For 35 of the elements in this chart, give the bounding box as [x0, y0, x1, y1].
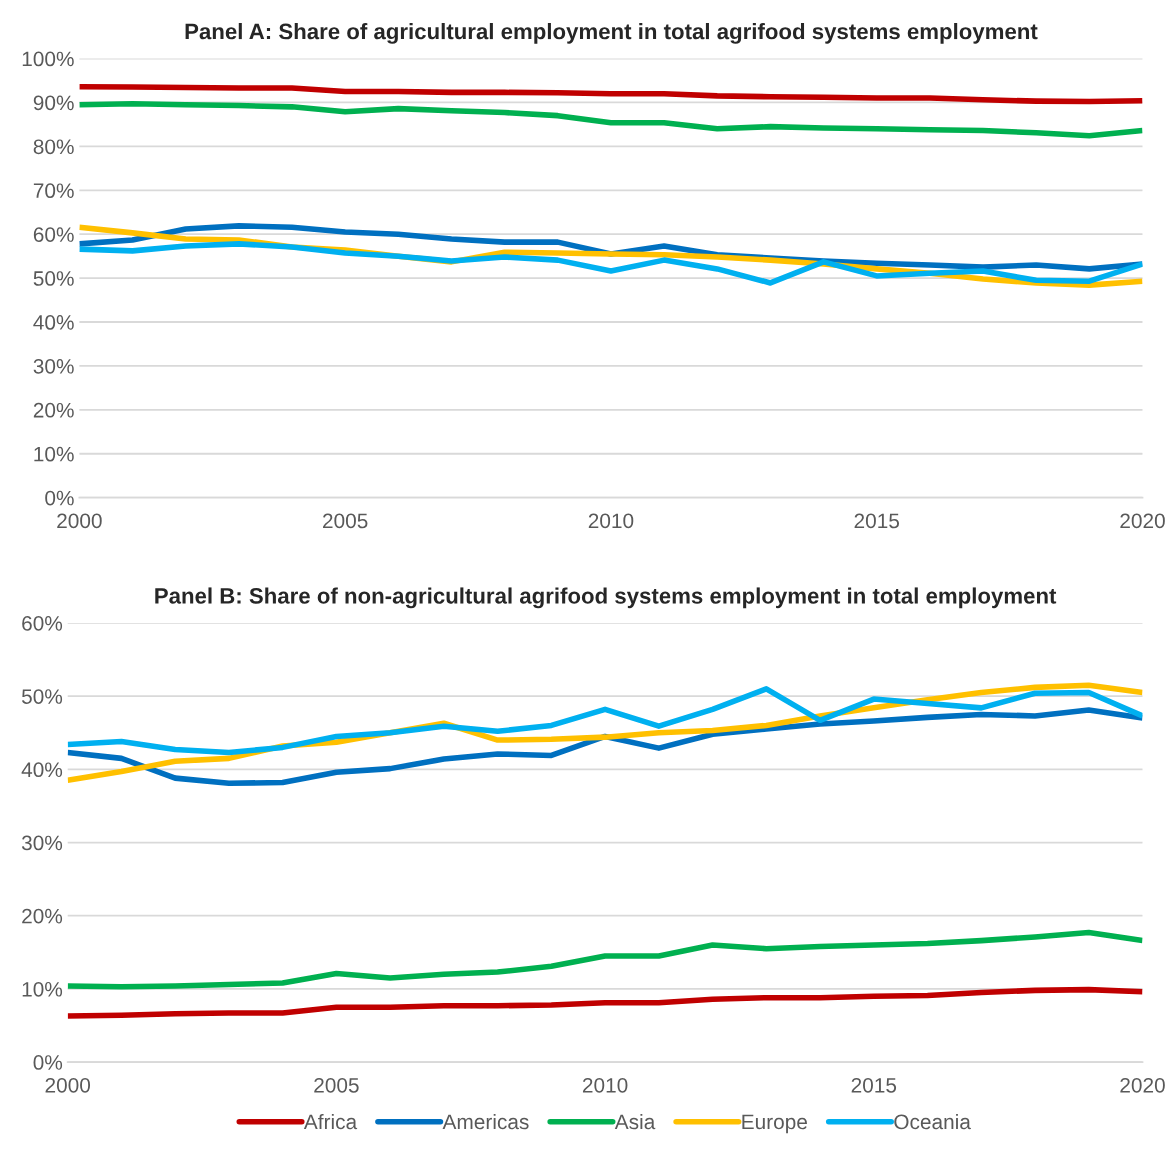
y-tick-label: 30% — [33, 358, 74, 374]
y-tick-label: 40% — [21, 762, 63, 778]
chart-title: Panel B: Share of non-agricultural agrifood systems employment in total employment — [155, 587, 1057, 609]
y-tick-label: 70% — [33, 183, 74, 199]
y-tick-label: 60% — [33, 227, 74, 242]
x-tick-label: 2020 — [1120, 513, 1165, 529]
x-tick-label: 2005 — [323, 513, 368, 529]
chart-title: Panel A: Share of agricultural employment in total agrifood systems employment — [185, 23, 1038, 44]
legend-label: Oceania — [894, 1113, 971, 1130]
y-tick-label: 0% — [45, 490, 74, 506]
legend-label: Europe — [742, 1114, 807, 1134]
y-tick-label: 30% — [21, 835, 63, 851]
y-tick-label: 60% — [22, 615, 63, 631]
y-tick-label: 10% — [22, 981, 63, 997]
legend-label: Africa — [303, 1113, 358, 1130]
y-tick-label: 100% — [22, 51, 74, 67]
y-tick-label: 50% — [33, 271, 74, 286]
x-tick-label: 2015 — [851, 1077, 897, 1093]
x-tick-label: 2020 — [1120, 1077, 1165, 1093]
y-tick-label: 20% — [33, 402, 74, 418]
y-tick-label: 10% — [34, 446, 74, 462]
y-tick-label: 0% — [33, 1055, 63, 1070]
y-tick-label: 80% — [33, 139, 74, 155]
y-tick-label: 50% — [21, 689, 63, 704]
legend-label: Americas — [442, 1113, 529, 1130]
x-tick-label: 2005 — [314, 1077, 359, 1093]
x-tick-label: 2000 — [57, 513, 102, 529]
legend-label: Asia — [614, 1113, 656, 1130]
x-tick-label: 2010 — [582, 1077, 628, 1093]
y-tick-label: 40% — [33, 315, 74, 330]
y-tick-label: 20% — [22, 908, 63, 924]
x-tick-label: 2010 — [588, 513, 634, 529]
x-tick-label: 2000 — [45, 1077, 91, 1093]
x-tick-label: 2015 — [854, 513, 900, 529]
y-tick-label: 90% — [33, 95, 74, 111]
